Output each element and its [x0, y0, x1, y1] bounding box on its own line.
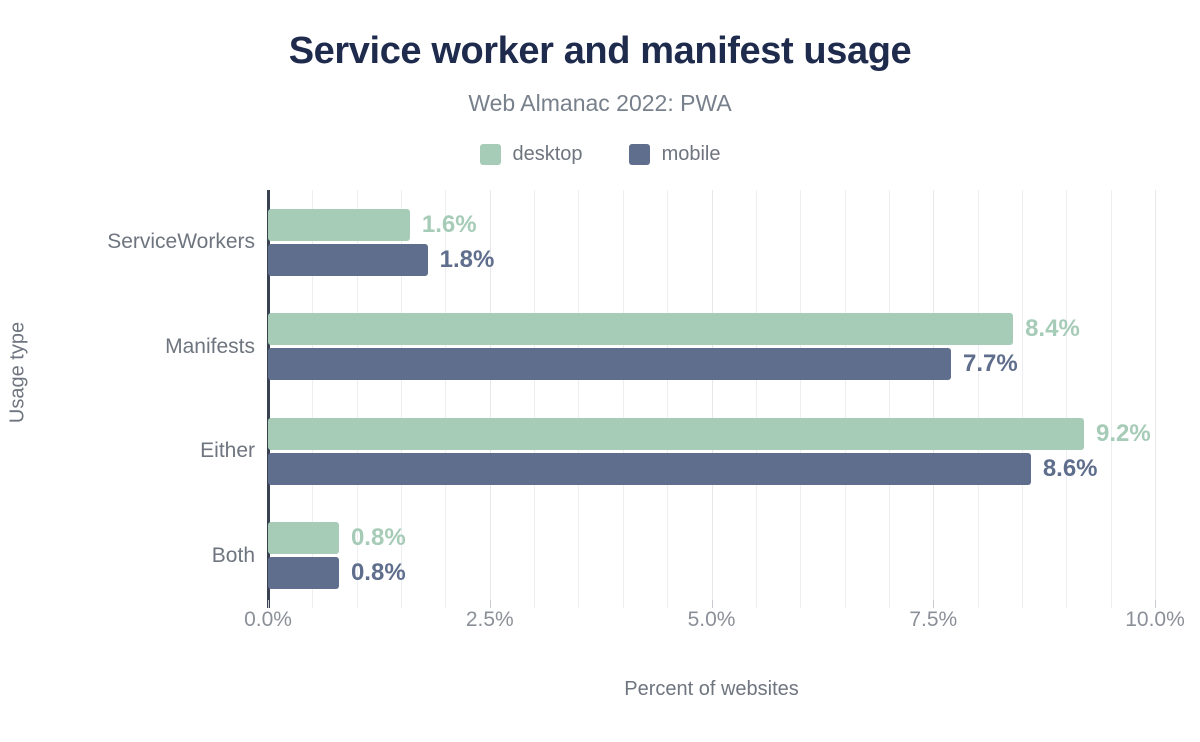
bar-value-label: 7.7% [962, 350, 1018, 378]
x-tick-mark [489, 600, 491, 608]
bar-mobile[interactable] [268, 348, 951, 381]
x-tick-label: 2.5% [465, 608, 514, 631]
bar-row-desktop: 9.2% [268, 417, 1155, 450]
legend-label-desktop: desktop [512, 143, 583, 165]
x-tick-mark [711, 600, 713, 608]
bar-groups: 1.6% 1.8% 8.4% 7.7% 9.2% 8.6% 0.8% 0.8% [268, 190, 1155, 608]
legend-label-mobile: mobile [661, 143, 721, 165]
legend-swatch-mobile [628, 144, 650, 165]
x-tick-mark [268, 600, 269, 608]
x-tick-label: 5.0% [687, 608, 736, 631]
bar-mobile[interactable] [268, 243, 428, 276]
bar-desktop[interactable] [268, 313, 1014, 346]
bar-mobile[interactable] [268, 557, 339, 590]
chart-legend: desktop mobile [0, 143, 1200, 166]
bar-group: 8.4% 7.7% [268, 313, 1155, 381]
category-label-manifests: Manifests [165, 334, 255, 358]
bar-row-desktop: 8.4% [268, 313, 1155, 346]
x-tick-mark [1155, 600, 1156, 608]
bar-group: 0.8% 0.8% [268, 522, 1155, 590]
category-label-serviceworkers: ServiceWorkers [107, 230, 255, 254]
x-axis-ticks: 0.0% 2.5% 5.0% 7.5% 10.0% [244, 600, 1185, 648]
bar-desktop[interactable] [268, 208, 410, 241]
x-tick-mark [933, 600, 935, 608]
legend-swatch-desktop [479, 144, 501, 165]
y-axis-title: Usage type [6, 321, 29, 424]
category-label-either: Either [200, 439, 255, 463]
y-axis-category-labels: ServiceWorkers Manifests Either Both [0, 190, 255, 608]
bar-value-label: 1.6% [421, 210, 477, 238]
bar-value-label: 9.2% [1096, 419, 1151, 447]
bar-row-mobile: 8.6% [268, 452, 1155, 485]
chart-title: Service worker and manifest usage [288, 30, 912, 72]
x-tick-label: 10.0% [1125, 608, 1185, 631]
bar-row-mobile: 7.7% [268, 348, 1155, 381]
bar-desktop[interactable] [268, 522, 339, 555]
bar-value-label: 8.6% [1042, 454, 1098, 482]
bar-row-mobile: 0.8% [268, 557, 1155, 590]
bar-mobile[interactable] [268, 452, 1031, 485]
plot-area: 1.6% 1.8% 8.4% 7.7% 9.2% 8.6% 0.8% 0.8% [268, 190, 1156, 608]
bar-value-label: 1.8% [439, 245, 495, 273]
bar-value-label: 8.4% [1025, 315, 1080, 343]
bar-row-desktop: 1.6% [268, 208, 1155, 241]
bar-row-desktop: 0.8% [268, 522, 1155, 555]
chart-subtitle: Web Almanac 2022: PWA [468, 90, 732, 116]
x-axis-title: Percent of websites [624, 678, 799, 700]
bar-value-label: 0.8% [350, 559, 406, 587]
bar-group: 1.6% 1.8% [268, 208, 1155, 276]
bar-value-label: 0.8% [350, 524, 406, 552]
y-axis-line [267, 190, 270, 608]
x-tick-label: 0.0% [244, 608, 292, 631]
bar-group: 9.2% 8.6% [268, 417, 1155, 485]
legend-item-desktop[interactable]: desktop [479, 143, 583, 166]
category-label-both: Both [211, 543, 255, 567]
x-tick-label: 7.5% [909, 608, 958, 631]
bar-desktop[interactable] [268, 417, 1085, 450]
bar-row-mobile: 1.8% [268, 243, 1155, 276]
legend-item-mobile[interactable]: mobile [628, 143, 721, 166]
gridline [1155, 190, 1156, 608]
